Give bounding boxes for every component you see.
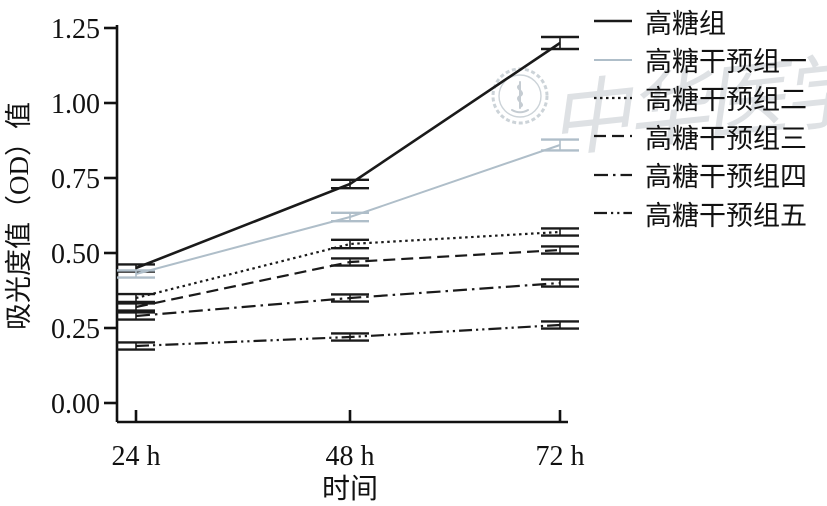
legend-line-sample bbox=[594, 96, 632, 100]
x-tick-label: 72 h bbox=[536, 441, 585, 472]
legend-item-1: 高糖干预组一 bbox=[592, 40, 807, 78]
y-tick-label: 0.50 bbox=[51, 239, 100, 270]
legend-label: 高糖干预组二 bbox=[645, 85, 807, 116]
x-tick-label: 48 h bbox=[326, 441, 375, 472]
series-line-0 bbox=[135, 41, 561, 270]
series-lines bbox=[117, 35, 579, 351]
legend-label: 高糖组 bbox=[645, 8, 726, 39]
legend-line-sample bbox=[594, 58, 632, 61]
legend: 高糖组高糖干预组一 高糖干预组二 高糖干预组三 高糖干预组四 高糖干预组五 bbox=[592, 2, 807, 232]
y-tick-label: 0.25 bbox=[51, 314, 100, 345]
y-axis-title: 吸光度值（OD）值 bbox=[4, 102, 34, 330]
legend-line-sample bbox=[594, 135, 632, 138]
x-tick-label: 24 h bbox=[112, 441, 161, 472]
y-tick-label: 0.00 bbox=[51, 389, 100, 420]
series-line-5 bbox=[135, 323, 561, 348]
legend-line-sample bbox=[594, 19, 632, 23]
legend-line-sample bbox=[594, 173, 632, 176]
legend-label: 高糖干预组一 bbox=[645, 47, 807, 78]
legend-item-0: 高糖组 bbox=[592, 2, 807, 40]
series-line-4 bbox=[135, 281, 561, 318]
legend-item-3: 高糖干预组三 bbox=[592, 117, 807, 155]
legend-item-2: 高糖干预组二 bbox=[592, 79, 807, 117]
series-line-2 bbox=[135, 230, 561, 300]
legend-label: 高糖干预组五 bbox=[645, 200, 807, 231]
x-axis-title: 时间 bbox=[322, 473, 378, 505]
axes: 0.00 0.25 0.50 0.75 1.00 1.25 24 h 48 h 72 h bbox=[51, 14, 585, 472]
legend-item-5: 高糖干预组五 bbox=[592, 194, 807, 232]
legend-label: 高糖干预组四 bbox=[645, 162, 807, 193]
y-tick-label: 1.00 bbox=[51, 89, 100, 120]
y-tick-label: 1.25 bbox=[51, 14, 100, 45]
legend-line-sample bbox=[594, 212, 632, 215]
legend-label: 高糖干预组三 bbox=[645, 123, 807, 154]
legend-item-4: 高糖干预组四 bbox=[592, 156, 807, 194]
y-tick-label: 0.75 bbox=[51, 164, 100, 195]
